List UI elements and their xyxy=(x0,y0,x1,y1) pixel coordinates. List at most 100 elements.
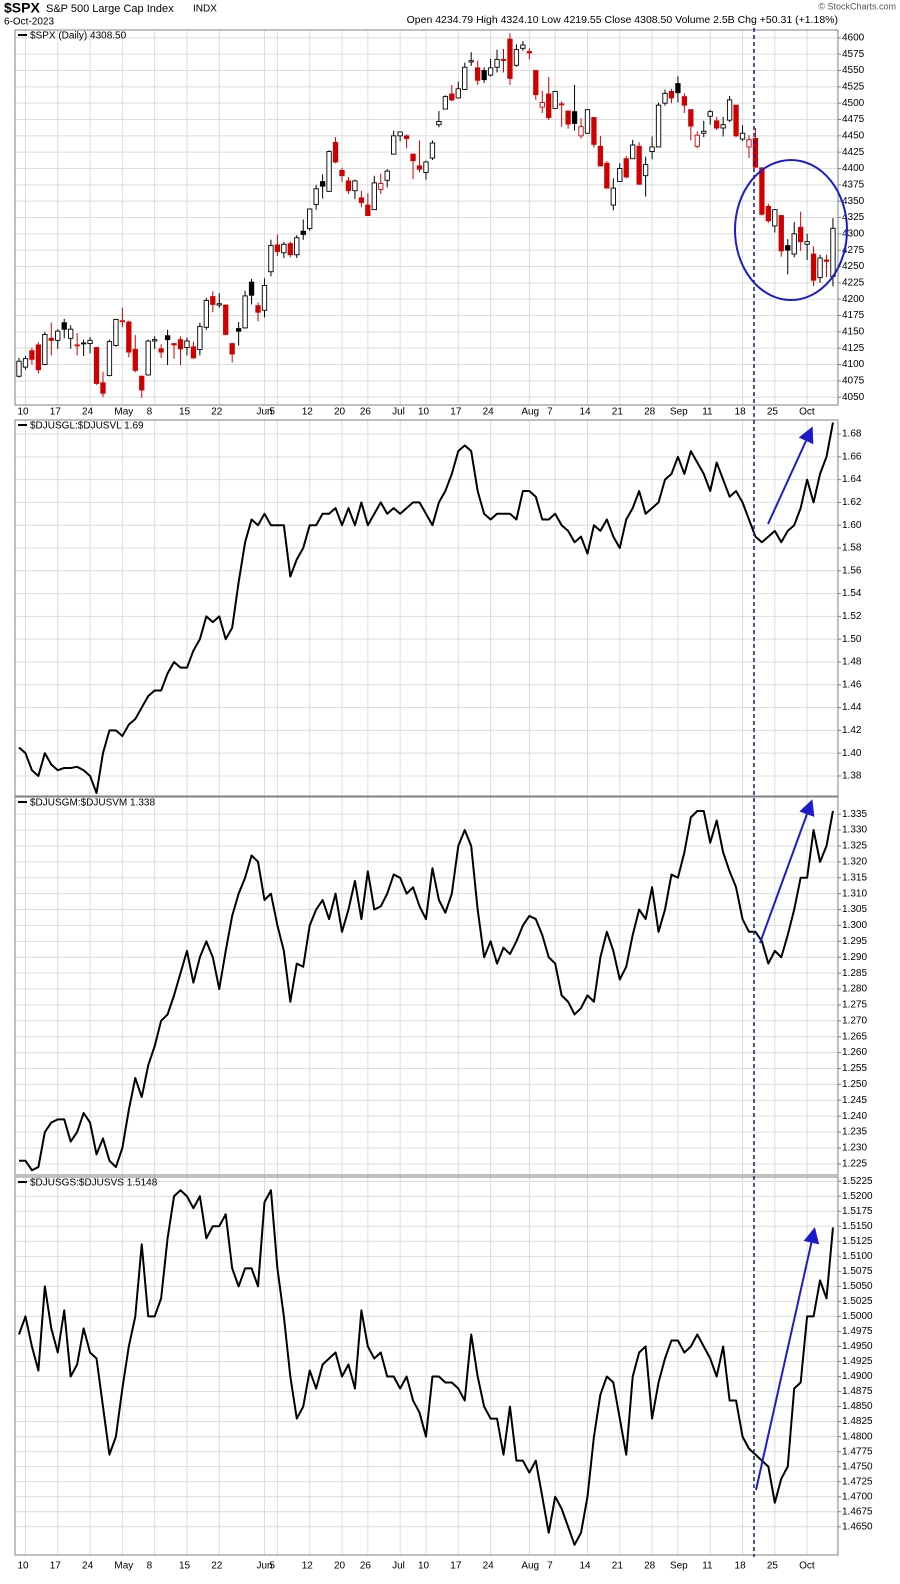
x-tick-label: Jun xyxy=(256,1561,272,1572)
candle-body xyxy=(145,340,151,376)
y-tick-label: 1.4900 xyxy=(842,1371,873,1382)
candle-body xyxy=(261,284,268,311)
candle-body xyxy=(636,145,642,185)
candle-body xyxy=(164,335,171,341)
y-tick-label: 1.4950 xyxy=(842,1341,873,1352)
symbol: $SPX xyxy=(4,0,40,16)
candle-body xyxy=(203,300,209,328)
y-tick-label: 4150 xyxy=(842,326,865,337)
candle-body xyxy=(539,102,545,108)
y-tick-label: 1.5150 xyxy=(842,1221,873,1232)
candle-body xyxy=(326,151,332,192)
x-tick-label: Aug xyxy=(521,407,539,418)
y-tick-label: 1.4650 xyxy=(842,1521,873,1532)
candle-body xyxy=(229,343,235,355)
y-tick-label: 4600 xyxy=(842,32,865,43)
y-tick-label: 4350 xyxy=(842,196,865,207)
candle-body xyxy=(93,347,100,384)
candle-body xyxy=(74,344,80,347)
x-tick-label: 17 xyxy=(50,407,62,418)
candle-body xyxy=(391,135,397,155)
candle-body xyxy=(823,259,830,262)
candle-body xyxy=(126,321,132,353)
candle-body xyxy=(494,58,500,68)
y-tick-label: 1.270 xyxy=(842,1015,867,1026)
candle-body xyxy=(429,142,436,159)
x-tick-label: 8 xyxy=(147,1561,153,1572)
y-tick-label: 4250 xyxy=(842,261,865,272)
candle-body xyxy=(42,333,48,365)
candle-body xyxy=(591,117,597,145)
x-tick-label: Sep xyxy=(670,1561,688,1572)
candle-body xyxy=(87,339,93,345)
candle-body xyxy=(248,281,255,296)
highlight-circle xyxy=(734,159,848,301)
panel-frame xyxy=(14,1176,839,1556)
candle-body xyxy=(358,197,365,203)
panel-title: $DJUSGS:$DJUSVS 1.5148 xyxy=(30,1178,158,1189)
candle-body xyxy=(339,170,345,177)
candle-body xyxy=(500,58,507,61)
x-tick-label: 24 xyxy=(483,407,495,418)
x-tick-label: 25 xyxy=(767,1561,779,1572)
y-tick-label: 1.300 xyxy=(842,920,867,931)
candle-body xyxy=(313,188,319,205)
candle-body xyxy=(22,358,29,368)
candle-body xyxy=(152,339,158,342)
y-tick-label: 1.5200 xyxy=(842,1191,873,1202)
date: 6-Oct-2023 xyxy=(4,17,54,28)
y-tick-label: 1.290 xyxy=(842,952,867,963)
candle-body xyxy=(403,135,410,139)
x-tick-label: May xyxy=(114,407,133,418)
x-tick-label: 10 xyxy=(418,1561,430,1572)
y-tick-label: 1.4875 xyxy=(842,1386,873,1397)
x-tick-label: Aug xyxy=(521,1561,539,1572)
ratio-line xyxy=(18,422,834,795)
candle-body xyxy=(190,346,197,359)
candle-body xyxy=(578,126,584,137)
candle-body xyxy=(630,144,636,160)
candle-body xyxy=(655,104,662,148)
candle-body xyxy=(274,244,281,252)
quote: Open 4234.79 High 4324.10 Low 4219.55 Cl… xyxy=(407,14,838,26)
candle-body xyxy=(701,130,707,134)
candle-body xyxy=(210,296,216,305)
y-tick-label: 1.5100 xyxy=(842,1251,873,1262)
y-tick-label: 1.38 xyxy=(842,771,862,782)
y-tick-label: 4425 xyxy=(842,147,865,158)
x-tick-label: 21 xyxy=(612,1561,624,1572)
x-tick-label: 28 xyxy=(644,1561,656,1572)
candle-body xyxy=(177,339,184,350)
candle-body xyxy=(707,111,713,117)
candle-body xyxy=(694,134,700,147)
candle-body xyxy=(733,104,739,137)
candle-body xyxy=(462,66,468,90)
x-tick-label: Jul xyxy=(392,407,405,418)
x-tick-label: 22 xyxy=(211,1561,223,1572)
candle-body xyxy=(319,181,326,187)
candle-body xyxy=(113,318,119,346)
candle-body xyxy=(791,233,797,255)
x-tick-label: 21 xyxy=(612,407,624,418)
y-tick-label: 1.5000 xyxy=(842,1311,873,1322)
candle-body xyxy=(397,131,403,137)
y-tick-label: 1.5125 xyxy=(842,1236,873,1247)
panel-title: $DJUSGM:$DJUSVM 1.338 xyxy=(30,798,155,809)
y-tick-label: 1.4800 xyxy=(842,1431,873,1442)
y-tick-label: 1.310 xyxy=(842,888,867,899)
credit: © StockCharts.com xyxy=(818,1,896,11)
candle-body xyxy=(119,320,126,323)
x-tick-label: Jul xyxy=(392,1561,405,1572)
x-tick-label: 10 xyxy=(17,407,29,418)
candle-body xyxy=(810,253,817,281)
x-tick-label: 15 xyxy=(179,1561,191,1572)
x-tick-label: 20 xyxy=(334,1561,346,1572)
candle-body xyxy=(365,204,371,216)
candle-body xyxy=(507,38,513,79)
candle-body xyxy=(345,180,352,192)
candle-body xyxy=(584,109,591,134)
candle-body xyxy=(681,96,688,106)
candle-body xyxy=(287,243,293,256)
x-tick-label: 5 xyxy=(269,1561,275,1572)
candle-body xyxy=(29,350,35,360)
